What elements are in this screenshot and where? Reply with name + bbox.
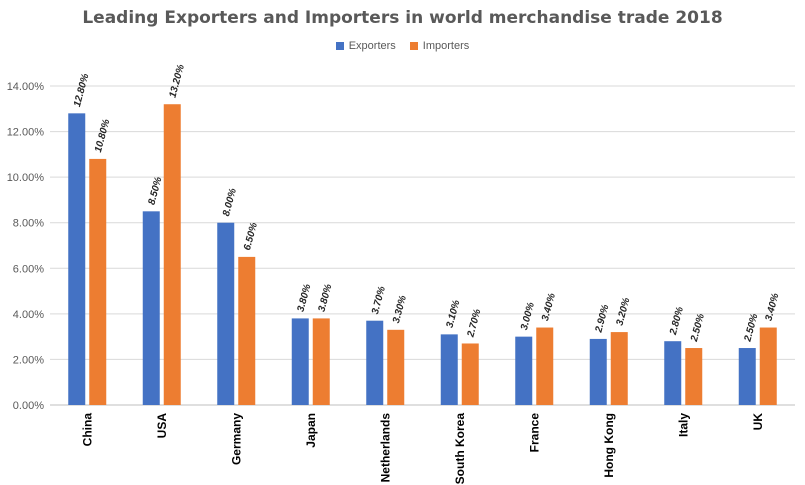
- y-tick-label: 4.00%: [13, 309, 44, 321]
- legend-swatch-importers: [409, 42, 418, 50]
- bar-exporters: [515, 336, 533, 405]
- data-label: 2.80%: [668, 306, 686, 337]
- data-label: 3.00%: [519, 301, 537, 331]
- x-tick-label: Japan: [304, 413, 318, 448]
- data-label: 3.80%: [317, 283, 335, 313]
- x-tick-label: UK: [751, 413, 765, 431]
- chart-title: Leading Exporters and Importers in world…: [82, 8, 723, 28]
- x-tick-label: South Korea: [453, 413, 467, 485]
- data-label: 12.80%: [72, 72, 91, 108]
- bar-exporters: [664, 341, 682, 405]
- data-label: 13.20%: [168, 63, 187, 99]
- bar-importers: [387, 329, 405, 405]
- bar-importers: [89, 158, 107, 405]
- x-tick-label: Hong Kong: [602, 413, 616, 478]
- bar-exporters: [291, 318, 309, 405]
- y-tick-label: 0.00%: [13, 400, 44, 412]
- data-label: 8.00%: [221, 187, 239, 217]
- data-label: 2.90%: [593, 303, 611, 334]
- bar-importers: [610, 332, 628, 405]
- data-label: 3.40%: [764, 292, 782, 322]
- x-tick-label: USA: [155, 413, 169, 439]
- data-label: 3.80%: [296, 283, 314, 313]
- bar-importers: [238, 256, 256, 405]
- legend: Exporters Importers: [0, 40, 805, 52]
- bar-exporters: [366, 320, 384, 405]
- bar-exporters: [217, 222, 235, 405]
- legend-label-exporters: Exporters: [348, 40, 396, 52]
- y-tick-label: 14.00%: [7, 81, 45, 93]
- data-label: 2.70%: [465, 308, 483, 339]
- legend-item-importers: Importers: [409, 40, 470, 52]
- bar-exporters: [68, 113, 86, 405]
- x-tick-label: Germany: [229, 413, 243, 465]
- data-label: 3.70%: [370, 285, 388, 315]
- bar-exporters: [738, 348, 756, 405]
- bar-importers: [163, 104, 181, 405]
- y-tick-label: 12.00%: [7, 127, 45, 139]
- x-tick-label: France: [527, 413, 541, 453]
- bar-importers: [461, 343, 479, 405]
- data-label: 2.50%: [689, 312, 707, 343]
- legend-swatch-exporters: [335, 42, 344, 50]
- data-label: 2.50%: [742, 312, 760, 343]
- legend-label-importers: Importers: [422, 40, 470, 52]
- data-label: 10.80%: [93, 118, 112, 154]
- data-label: 3.40%: [540, 292, 558, 322]
- data-label: 3.30%: [391, 294, 409, 324]
- legend-item-exporters: Exporters: [335, 40, 396, 52]
- y-tick-label: 8.00%: [13, 218, 44, 230]
- bar-importers: [759, 327, 777, 405]
- data-label: 8.50%: [147, 176, 165, 206]
- y-tick-label: 2.00%: [13, 354, 44, 366]
- data-label: 3.20%: [615, 297, 633, 327]
- bar-importers: [312, 318, 330, 405]
- y-tick-label: 6.00%: [13, 263, 44, 275]
- data-label: 6.50%: [242, 221, 260, 251]
- bar-importers: [685, 348, 703, 405]
- x-tick-label: Netherlands: [378, 413, 392, 483]
- bar-exporters: [589, 338, 607, 405]
- bar-exporters: [440, 334, 458, 405]
- x-tick-label: China: [80, 413, 94, 447]
- y-tick-label: 10.00%: [7, 172, 45, 184]
- x-tick-label: Italy: [676, 413, 690, 437]
- bar-exporters: [142, 211, 160, 405]
- bar-importers: [536, 327, 554, 405]
